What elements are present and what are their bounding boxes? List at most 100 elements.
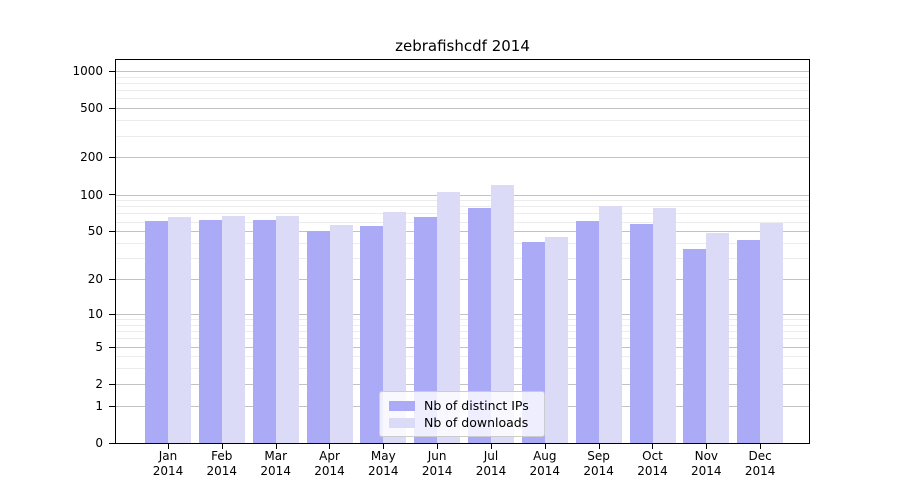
y-tick-mark bbox=[109, 384, 115, 385]
gridline-minor bbox=[116, 82, 809, 84]
gridline-minor bbox=[116, 243, 809, 244]
bar-distinct-ips bbox=[198, 219, 222, 443]
x-tick-month: Sep bbox=[587, 449, 610, 463]
y-tick-label: 50 bbox=[87, 224, 103, 239]
gridline-minor bbox=[116, 324, 809, 326]
y-tick-label: 10 bbox=[87, 306, 103, 321]
x-tick-mark bbox=[760, 444, 761, 449]
x-tick-label: Feb 2014 bbox=[207, 449, 238, 479]
x-tick-month: Oct bbox=[642, 449, 663, 463]
x-tick-mark bbox=[276, 444, 277, 449]
x-tick-mark bbox=[706, 444, 707, 449]
gridline-minor bbox=[116, 98, 809, 100]
x-tick-month: Mar bbox=[264, 449, 288, 463]
bar-downloads bbox=[221, 215, 245, 443]
x-tick-month: Jan bbox=[158, 449, 178, 463]
x-tick-year: 2014 bbox=[691, 464, 722, 478]
gridline-minor bbox=[116, 221, 809, 223]
x-tick-mark bbox=[491, 444, 492, 449]
gridline-major bbox=[116, 383, 809, 385]
y-tick-label: 5 bbox=[95, 339, 103, 354]
y-tick-mark bbox=[109, 279, 115, 280]
x-tick-month: Aug bbox=[533, 449, 557, 463]
y-tick-label: 500 bbox=[80, 101, 103, 116]
y-tick-mark bbox=[109, 108, 115, 109]
bar-distinct-ips bbox=[737, 240, 761, 443]
x-tick-mark bbox=[599, 444, 600, 449]
x-tick-year: 2014 bbox=[529, 464, 561, 478]
x-tick-year: 2014 bbox=[583, 464, 614, 478]
x-tick-year: 2014 bbox=[475, 464, 507, 478]
y-tick-label: 100 bbox=[80, 187, 103, 202]
gridline-minor bbox=[116, 258, 809, 260]
gridline-minor bbox=[116, 135, 809, 137]
bar-distinct-ips bbox=[414, 217, 438, 443]
bar-distinct-ips bbox=[360, 226, 384, 443]
x-tick-year: 2014 bbox=[744, 464, 776, 478]
gridline-major bbox=[116, 346, 809, 348]
x-tick-mark bbox=[652, 444, 653, 449]
y-tick-label: 2 bbox=[95, 376, 103, 391]
y-tick-mark bbox=[109, 314, 115, 315]
bar-downloads bbox=[760, 222, 784, 443]
gridline-minor bbox=[116, 213, 809, 215]
y-tick-mark bbox=[109, 157, 115, 158]
y-tick-mark bbox=[109, 406, 115, 407]
bar-downloads bbox=[706, 233, 730, 443]
x-tick-mark bbox=[545, 444, 546, 449]
bar-distinct-ips bbox=[145, 220, 168, 443]
gridline-minor bbox=[116, 120, 809, 122]
bar-downloads bbox=[437, 192, 461, 443]
gridline-major bbox=[116, 108, 809, 110]
bar-downloads bbox=[383, 211, 407, 443]
y-tick-label: 0 bbox=[95, 436, 103, 450]
bar-downloads bbox=[168, 216, 191, 443]
y-tick-label: 200 bbox=[80, 150, 103, 165]
plot-area bbox=[115, 59, 810, 444]
chart-title: zebrafishcdf 2014 bbox=[395, 37, 530, 55]
x-tick-year: 2014 bbox=[152, 464, 184, 478]
x-tick-label: Mar 2014 bbox=[260, 449, 291, 479]
bar-distinct-ips bbox=[629, 224, 653, 443]
x-tick-mark bbox=[383, 444, 384, 449]
x-tick-label: Apr 2014 bbox=[314, 449, 345, 479]
y-tick-mark bbox=[109, 347, 115, 348]
x-tick-label: May 2014 bbox=[368, 449, 399, 479]
bar-distinct-ips bbox=[252, 219, 276, 443]
x-tick-month: Dec bbox=[748, 449, 772, 463]
x-tick-month: Jun bbox=[427, 449, 447, 463]
x-tick-label: Aug 2014 bbox=[530, 449, 561, 479]
x-tick-year: 2014 bbox=[206, 464, 238, 478]
x-tick-year: 2014 bbox=[260, 464, 291, 478]
y-tick-mark bbox=[109, 231, 115, 232]
legend-swatch-distinct-ips-icon bbox=[389, 400, 415, 411]
bar-downloads bbox=[652, 207, 676, 443]
x-tick-label: Jul 2014 bbox=[476, 449, 507, 479]
gridline-minor bbox=[116, 90, 809, 92]
gridline-minor bbox=[116, 331, 809, 332]
bar-downloads bbox=[598, 206, 622, 443]
legend-label-downloads: Nb of downloads bbox=[424, 415, 529, 430]
gridline-major bbox=[116, 231, 809, 233]
gridline-minor bbox=[116, 356, 809, 358]
bar-downloads bbox=[329, 225, 353, 443]
bar-distinct-ips bbox=[683, 248, 707, 443]
legend-swatch-downloads-icon bbox=[389, 417, 415, 428]
legend: Nb of distinct IPs Nb of downloads bbox=[379, 391, 545, 437]
x-tick-month: Jul bbox=[483, 449, 499, 463]
gridline-minor bbox=[116, 338, 809, 340]
x-tick-month: Nov bbox=[694, 449, 719, 463]
gridline-minor bbox=[116, 200, 809, 202]
bar-distinct-ips bbox=[306, 231, 330, 443]
x-tick-label: Jan 2014 bbox=[153, 449, 184, 479]
gridline-major bbox=[116, 194, 809, 196]
legend-item-downloads: Nb of downloads bbox=[389, 414, 535, 431]
gridline-minor bbox=[116, 76, 809, 78]
x-tick-label: Sep 2014 bbox=[583, 449, 614, 479]
x-tick-label: Dec 2014 bbox=[745, 449, 776, 479]
bar-downloads bbox=[275, 215, 299, 443]
gridline-minor bbox=[116, 368, 809, 370]
x-tick-year: 2014 bbox=[314, 464, 345, 478]
y-tick-label: 1 bbox=[95, 398, 103, 413]
